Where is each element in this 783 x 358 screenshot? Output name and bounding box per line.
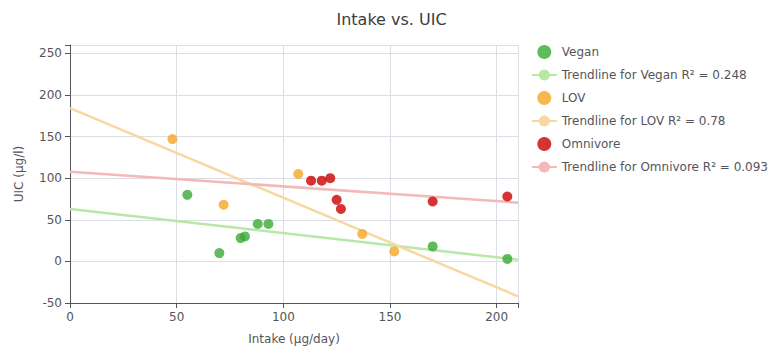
svg-text:200: 200 (485, 310, 508, 324)
svg-text:Vegan: Vegan (562, 45, 599, 59)
svg-text:200: 200 (39, 88, 62, 102)
svg-text:0: 0 (54, 254, 62, 268)
svg-text:50: 50 (169, 310, 184, 324)
svg-text:-50: -50 (42, 296, 62, 310)
svg-text:100: 100 (39, 171, 62, 185)
svg-text:Trendline for Omnivore R² = 0.: Trendline for Omnivore R² = 0.093 (561, 160, 768, 174)
svg-text:0: 0 (66, 310, 74, 324)
svg-text:LOV: LOV (562, 91, 586, 105)
svg-text:Intake vs. UIC: Intake vs. UIC (336, 10, 446, 29)
svg-text:Intake (μg/day): Intake (μg/day) (248, 332, 340, 346)
svg-text:Trendline for Vegan R² = 0.248: Trendline for Vegan R² = 0.248 (561, 68, 747, 82)
svg-text:Omnivore: Omnivore (562, 137, 621, 151)
svg-text:250: 250 (39, 46, 62, 60)
svg-text:150: 150 (379, 310, 402, 324)
svg-text:100: 100 (272, 310, 295, 324)
svg-text:50: 50 (47, 213, 62, 227)
svg-text:Trendline for LOV R² = 0.78: Trendline for LOV R² = 0.78 (561, 114, 726, 128)
svg-text:150: 150 (39, 130, 62, 144)
svg-text:UIC (μg/l): UIC (μg/l) (12, 146, 26, 203)
